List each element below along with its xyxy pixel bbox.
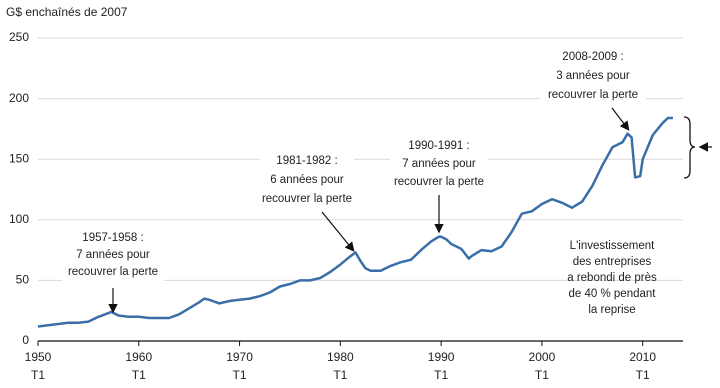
- annotation-text: 7 années pour: [76, 249, 150, 261]
- x-tick-quarter: T1: [233, 368, 247, 382]
- data-line: [37, 116, 673, 328]
- annotation-text: recouvrer la perte: [68, 266, 158, 278]
- x-tick-quarter: T1: [333, 368, 347, 382]
- annotation-text: 6 années pour: [270, 174, 344, 186]
- x-tick-quarter: T1: [31, 368, 45, 382]
- annotation-text: 2008-2009 :: [562, 51, 623, 63]
- annotation-text: a rebondi de près: [567, 272, 657, 284]
- annotation-text: recouvrer la perte: [394, 176, 484, 188]
- annotation-text: des entreprises: [573, 256, 652, 268]
- x-tick-label: 2000: [529, 350, 556, 364]
- annotation-text: de 40 % pendant: [569, 288, 657, 300]
- y-tick-label: 0: [22, 333, 29, 347]
- brace: [683, 116, 696, 179]
- annotation-box: [540, 46, 646, 106]
- annotation-text: recouvrer la perte: [262, 193, 352, 205]
- x-tick-quarter: T1: [132, 368, 146, 382]
- annotation-text: la reprise: [588, 304, 635, 316]
- x-tick-quarter: T1: [636, 368, 650, 382]
- annotation-text: 3 années pour: [556, 70, 630, 82]
- y-tick-label: 50: [16, 273, 30, 287]
- y-tick-label: 250: [9, 30, 29, 44]
- annotation-arrow: [611, 107, 630, 131]
- annotation-box: [62, 226, 164, 282]
- x-tick-quarter: T1: [535, 368, 549, 382]
- annotation-box: [390, 135, 488, 191]
- x-tick-label: 1970: [226, 350, 253, 364]
- x-tick-quarter: T1: [434, 368, 448, 382]
- y-tick-label: 200: [9, 91, 29, 105]
- x-tick-label: 1990: [428, 350, 455, 364]
- y-tick-label: 100: [9, 212, 29, 226]
- y-tick-label: 150: [9, 151, 29, 165]
- annotation-text: 1990-1991 :: [408, 140, 469, 152]
- annotation-arrow: [321, 211, 355, 252]
- x-tick-label: 2010: [629, 350, 656, 364]
- annotation-text: 1981-1982 :: [276, 155, 337, 167]
- x-tick-label: 1960: [125, 350, 152, 364]
- x-tick-label: 1980: [327, 350, 354, 364]
- annotation-box: [260, 150, 354, 210]
- annotation-text: L'investissement: [570, 240, 655, 252]
- annotation-text: 1957-1958 :: [82, 232, 143, 244]
- annotation-text: recouvrer la perte: [548, 89, 638, 101]
- annotation-text: 7 années pour: [402, 158, 476, 170]
- x-tick-label: 1950: [25, 350, 52, 364]
- y-axis-title: G$ enchaînés de 2007: [6, 5, 128, 19]
